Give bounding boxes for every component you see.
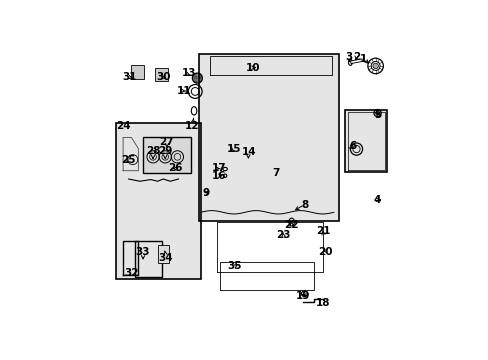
- Text: 25: 25: [121, 155, 135, 165]
- Bar: [199, 54, 339, 221]
- Text: 24: 24: [116, 121, 131, 131]
- Text: 29: 29: [158, 146, 172, 156]
- Text: 31: 31: [122, 72, 137, 82]
- Text: 11: 11: [177, 86, 191, 96]
- Text: 33: 33: [136, 247, 150, 257]
- Circle shape: [372, 63, 378, 69]
- Text: 2: 2: [352, 51, 359, 62]
- Text: 21: 21: [315, 226, 330, 236]
- Text: 30: 30: [156, 72, 170, 82]
- Bar: [135, 240, 162, 276]
- Text: 22: 22: [284, 220, 298, 230]
- Bar: [131, 66, 144, 79]
- Text: 19: 19: [296, 291, 310, 301]
- Bar: [344, 110, 386, 172]
- Text: 13: 13: [182, 68, 196, 78]
- Text: 28: 28: [145, 146, 160, 156]
- Text: 7: 7: [272, 168, 279, 179]
- Text: 15: 15: [226, 144, 241, 154]
- Text: 4: 4: [373, 195, 381, 205]
- Text: 5: 5: [374, 110, 381, 120]
- Text: 1: 1: [359, 54, 366, 64]
- Text: 16: 16: [211, 171, 225, 181]
- Bar: [143, 137, 191, 174]
- Text: 8: 8: [301, 199, 308, 210]
- Bar: [116, 123, 201, 279]
- Text: 14: 14: [242, 147, 256, 157]
- Bar: [116, 123, 201, 279]
- Bar: [155, 68, 168, 81]
- Text: 3: 3: [345, 51, 352, 62]
- Text: 27: 27: [159, 138, 174, 148]
- Text: 10: 10: [245, 63, 260, 73]
- Text: 35: 35: [227, 261, 241, 270]
- Text: 6: 6: [349, 141, 356, 151]
- Text: 23: 23: [276, 230, 290, 240]
- Bar: [143, 137, 191, 174]
- Bar: [344, 110, 386, 172]
- Bar: [199, 54, 339, 221]
- Text: 26: 26: [167, 163, 182, 174]
- Text: 18: 18: [315, 298, 330, 308]
- Text: 20: 20: [317, 247, 331, 257]
- Text: 9: 9: [203, 188, 209, 198]
- Text: 12: 12: [185, 121, 199, 131]
- Text: 32: 32: [124, 268, 139, 278]
- Text: 34: 34: [159, 253, 173, 263]
- Bar: [158, 245, 169, 263]
- Text: 17: 17: [211, 163, 225, 174]
